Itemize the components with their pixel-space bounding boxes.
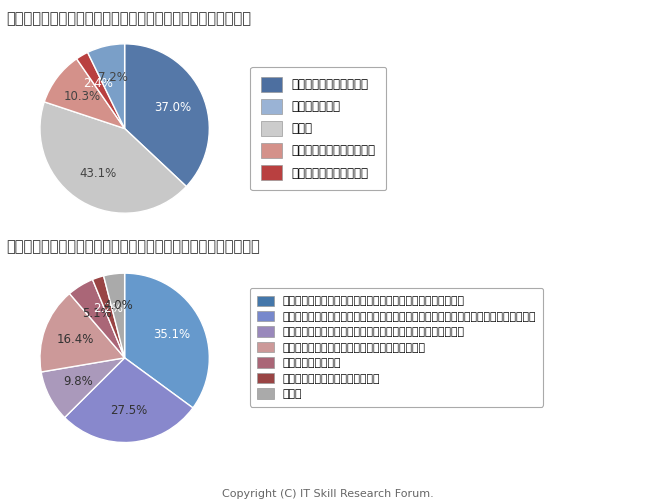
Wedge shape	[125, 273, 209, 408]
Wedge shape	[125, 44, 209, 186]
Wedge shape	[40, 294, 125, 372]
Text: ご自分の将来のキャリアについて、どのように考えていますか？: ご自分の将来のキャリアについて、どのように考えていますか？	[7, 239, 260, 255]
Text: 16.4%: 16.4%	[56, 334, 94, 346]
Text: 2.2%: 2.2%	[93, 301, 123, 314]
Legend: 今の仕事で築いたノウハウや人脈を生かして、独立開業したい, 今の仕事内容でステップアップしていきたい、別の会社に移ることも視野に入れている, 今の会社の中で、今: 今の仕事で築いたノウハウや人脈を生かして、独立開業したい, 今の仕事内容でステッ…	[250, 288, 543, 407]
Text: 2.4%: 2.4%	[83, 77, 113, 90]
Text: 43.1%: 43.1%	[79, 167, 116, 180]
Wedge shape	[70, 280, 125, 358]
Text: 10.3%: 10.3%	[64, 91, 101, 103]
Wedge shape	[40, 102, 186, 213]
Wedge shape	[41, 358, 125, 418]
Text: 5.1%: 5.1%	[83, 306, 112, 320]
Wedge shape	[65, 358, 193, 443]
Text: 35.1%: 35.1%	[153, 328, 190, 341]
Text: 27.5%: 27.5%	[110, 404, 147, 417]
Text: 7.2%: 7.2%	[98, 71, 128, 84]
Text: 37.0%: 37.0%	[154, 101, 192, 114]
Wedge shape	[77, 52, 125, 129]
Wedge shape	[104, 273, 125, 358]
Wedge shape	[88, 44, 125, 129]
Wedge shape	[44, 59, 125, 129]
Text: Copyright (C) IT Skill Research Forum.: Copyright (C) IT Skill Research Forum.	[222, 489, 434, 499]
Text: 4.0%: 4.0%	[103, 299, 133, 312]
Text: 現在の自分の仕事のやりがいについて、どう感じていますか？: 現在の自分の仕事のやりがいについて、どう感じていますか？	[7, 11, 251, 26]
Legend: 大いに、やりがいがある, やりがいがある, ふつう, あまりやりがいを感じない, 全くやりがいを感じない: 大いに、やりがいがある, やりがいがある, ふつう, あまりやりがいを感じない,…	[251, 67, 386, 191]
Text: 9.8%: 9.8%	[63, 375, 93, 389]
Wedge shape	[92, 276, 125, 358]
